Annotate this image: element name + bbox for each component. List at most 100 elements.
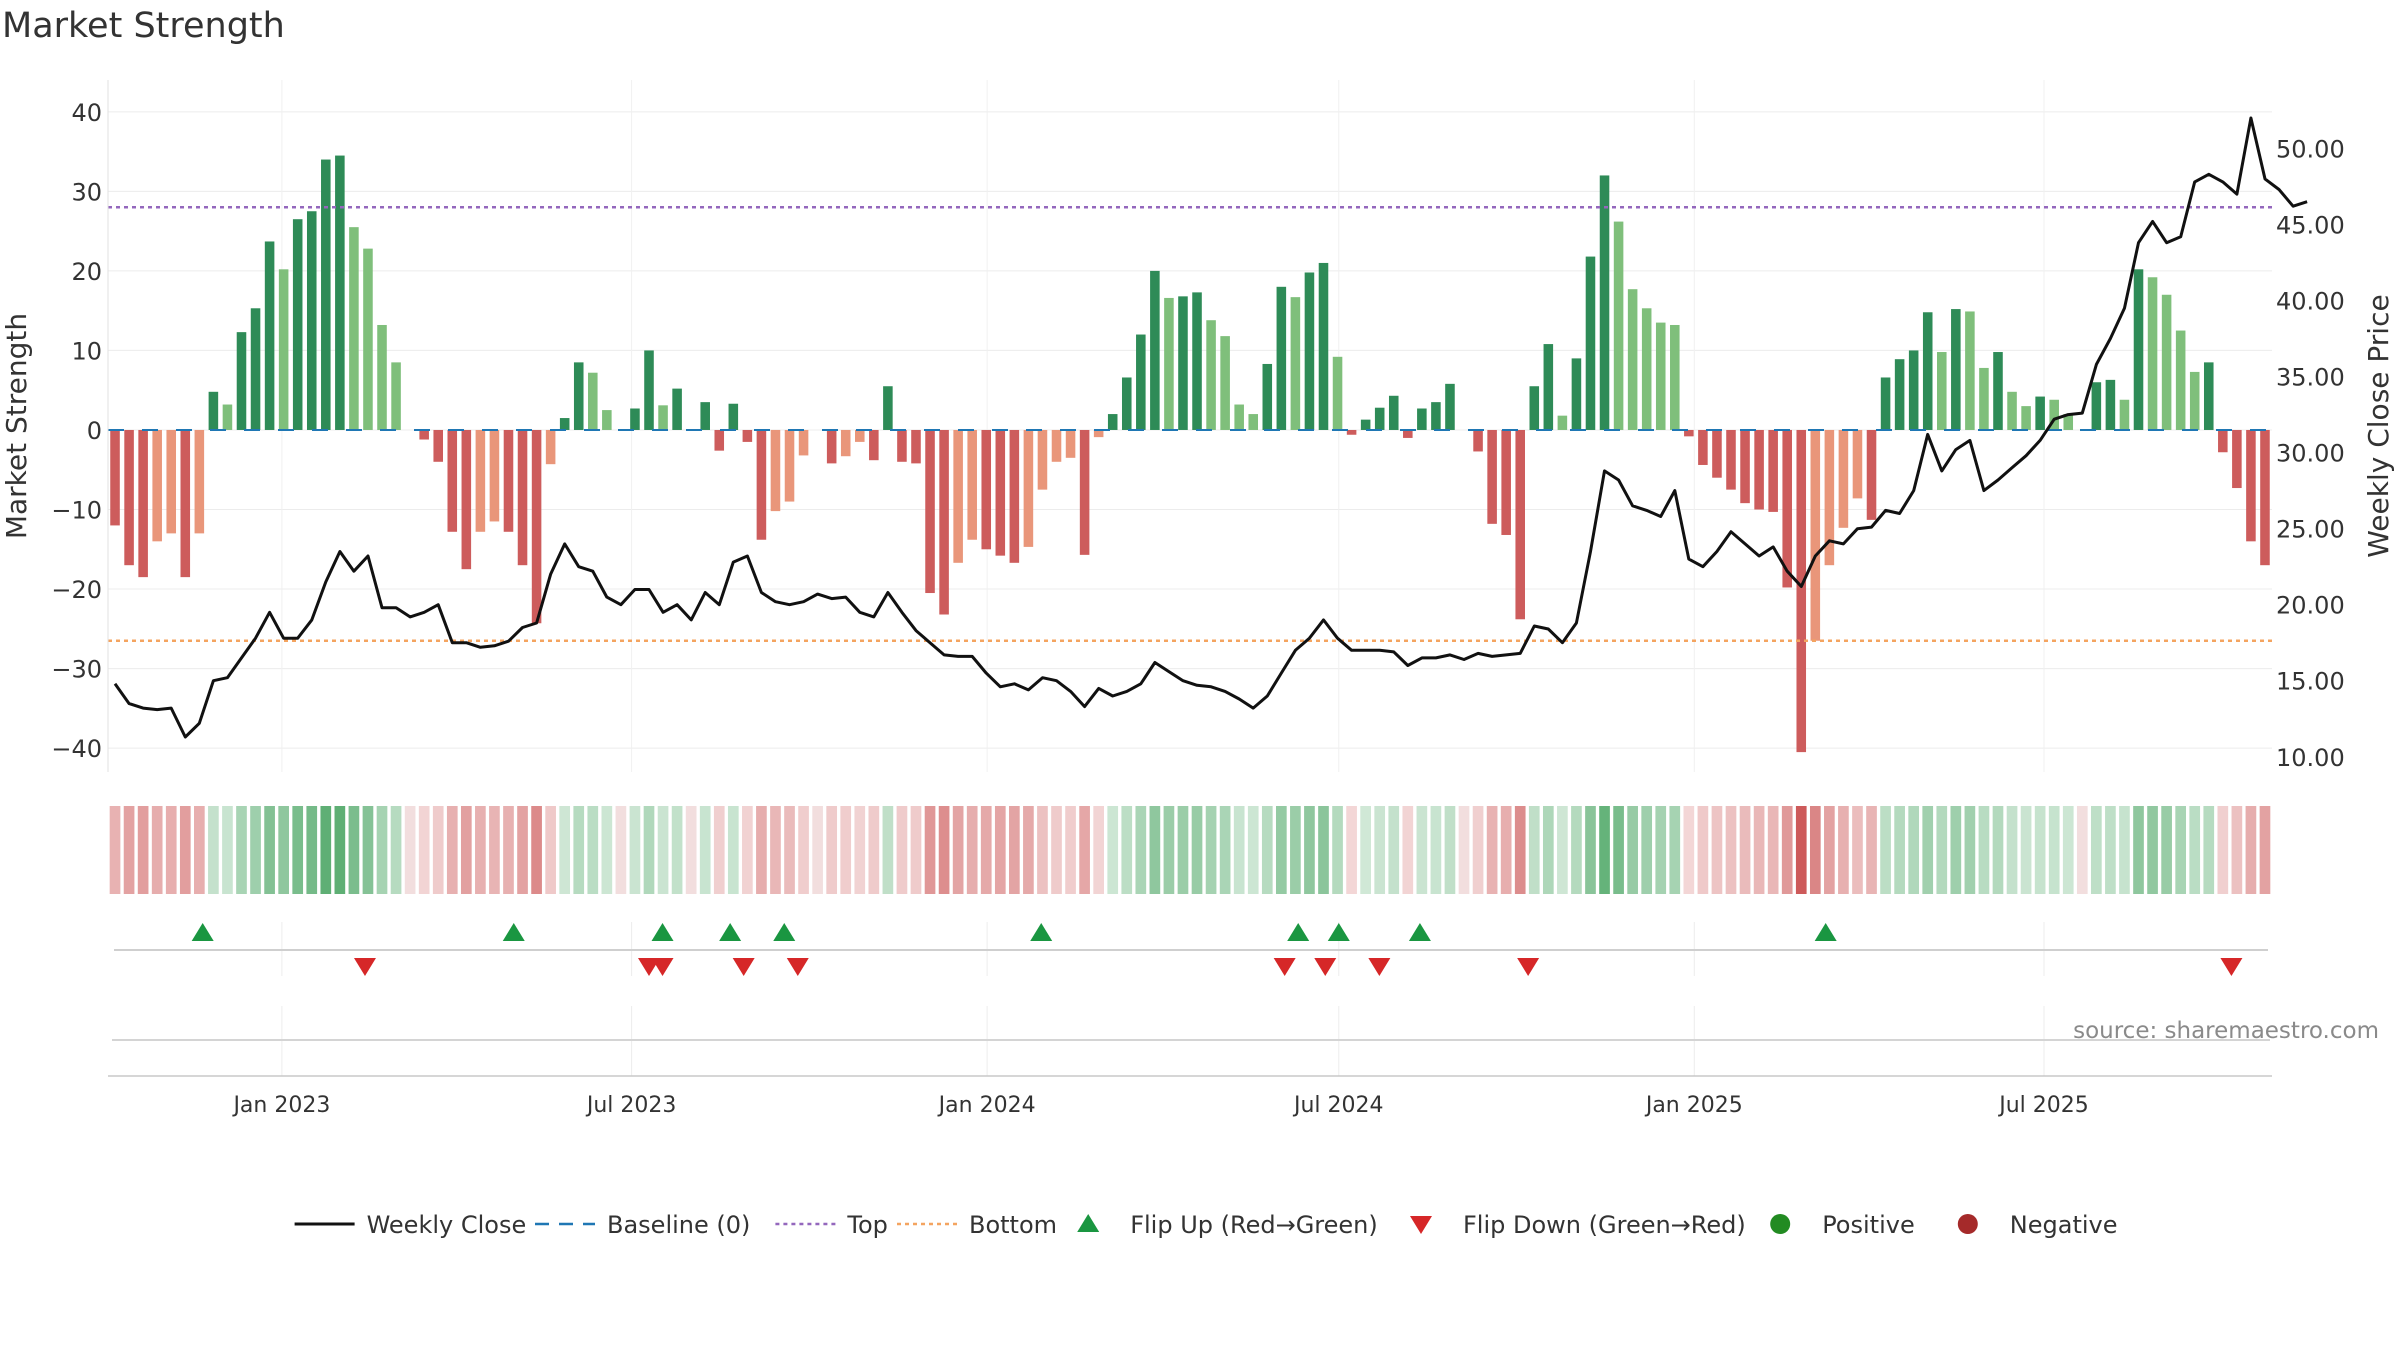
strength-bar (2232, 429, 2242, 489)
heat-cell (1233, 806, 1245, 894)
heat-cell (587, 806, 599, 894)
strength-bar (1009, 429, 1020, 563)
heat-cell (1528, 806, 1540, 894)
strength-bar (1487, 429, 1497, 524)
strength-bar (306, 211, 317, 430)
heat-cell (1332, 806, 1343, 894)
strength-bar (630, 408, 640, 430)
strength-bar (292, 219, 303, 430)
heat-cell (1514, 806, 1526, 894)
x-tick-label: Jul 2023 (585, 1093, 677, 1118)
heat-cell (1065, 806, 1076, 894)
heat-cell (1824, 806, 1835, 894)
strength-bar (1726, 429, 1736, 490)
heat-cell (236, 806, 247, 894)
y2-tick-label: 10.00 (2276, 744, 2345, 772)
heat-cell (924, 806, 936, 894)
strength-bar (1206, 320, 1216, 430)
legend-label: Flip Down (Green→Red) (1463, 1211, 1746, 1239)
heat-cell (2020, 806, 2032, 894)
flip-up-marker (1814, 923, 1837, 941)
strength-bar (742, 429, 753, 442)
y2-axis-title: Weekly Close Price (2362, 294, 2395, 557)
axes: −40 −30 −20 −10 0 10 20 30 40 10.00 15.00 20.00 25.0… (0, 80, 2395, 772)
heat-cell (2161, 806, 2172, 894)
strength-bar (1107, 414, 1118, 430)
heat-cell (643, 806, 655, 894)
strength-bar (1318, 262, 1329, 430)
heat-cell (264, 806, 275, 894)
strength-bar (152, 429, 162, 542)
strength-bar (1951, 309, 1961, 430)
strength-bar (335, 155, 345, 430)
strength-bar (644, 350, 654, 430)
heat-cell (151, 806, 163, 894)
heat-cell (1093, 806, 1105, 894)
strength-bar (1852, 429, 1863, 499)
heat-cell (1472, 806, 1484, 894)
strength-bar (1417, 408, 1427, 430)
strength-bar (1543, 344, 1554, 430)
heat-cell (1641, 806, 1653, 894)
legend-label: Weekly Close (367, 1211, 527, 1239)
strength-bar (967, 429, 977, 540)
heat-cell (348, 806, 360, 894)
flip-up-marker (502, 923, 525, 941)
flip-markers (108, 923, 2272, 1077)
heat-cell (1978, 806, 1990, 894)
strength-bar (124, 429, 134, 566)
flip-up-marker (1030, 923, 1053, 941)
heat-cell (1542, 806, 1554, 894)
strength-bar (602, 410, 612, 430)
heat-cell (1908, 806, 1920, 894)
x-tick-label: Jan 2023 (231, 1093, 330, 1118)
heat-cell (994, 806, 1006, 894)
strength-bar (278, 269, 289, 430)
heat-cell (1936, 806, 1948, 894)
heat-cell (1627, 806, 1638, 894)
y-tick-label: 40 (71, 99, 102, 127)
heat-cell (2006, 806, 2018, 894)
heat-cell (1683, 806, 1695, 894)
heat-cell (1599, 806, 1610, 894)
heat-cell (1866, 806, 1877, 894)
strength-bar (1979, 367, 1989, 430)
strength-bar (1782, 429, 1792, 588)
strength-bar (2049, 399, 2059, 430)
heat-cell (1992, 806, 2004, 894)
heat-cell (306, 806, 318, 894)
strength-bar (672, 388, 682, 430)
strength-bar (573, 362, 584, 430)
heat-cell (559, 806, 571, 894)
strength-bar (236, 332, 247, 430)
heat-cell (1739, 806, 1751, 894)
heat-cell (1781, 806, 1793, 894)
strength-bar (517, 429, 528, 566)
strength-bar (826, 429, 837, 464)
heat-cell (671, 806, 683, 894)
heat-cell (1416, 806, 1428, 894)
strength-bar (264, 241, 275, 430)
heat-cell (2119, 806, 2130, 894)
heat-cell (1458, 806, 1470, 894)
strength-bar (1093, 429, 1104, 438)
strength-bar (166, 429, 177, 534)
heat-cell (362, 806, 374, 894)
heat-cell (770, 806, 781, 894)
strength-bar (1965, 311, 1975, 430)
heat-cell (1950, 806, 1962, 894)
heat-cell (1486, 806, 1498, 894)
strength-bar (1684, 429, 1694, 437)
heat-cell (1669, 806, 1681, 894)
heat-cell (952, 806, 964, 894)
strength-bar (2189, 371, 2200, 430)
heat-cell (1247, 806, 1259, 894)
heat-cell (1838, 806, 1849, 894)
heat-cell (1557, 806, 1568, 894)
y-tick-label: −20 (51, 576, 102, 604)
strength-bar (897, 429, 907, 462)
heat-cell (376, 806, 388, 894)
y-tick-label: −40 (51, 735, 102, 763)
heat-cell (1177, 806, 1189, 894)
strength-bar (503, 429, 514, 532)
